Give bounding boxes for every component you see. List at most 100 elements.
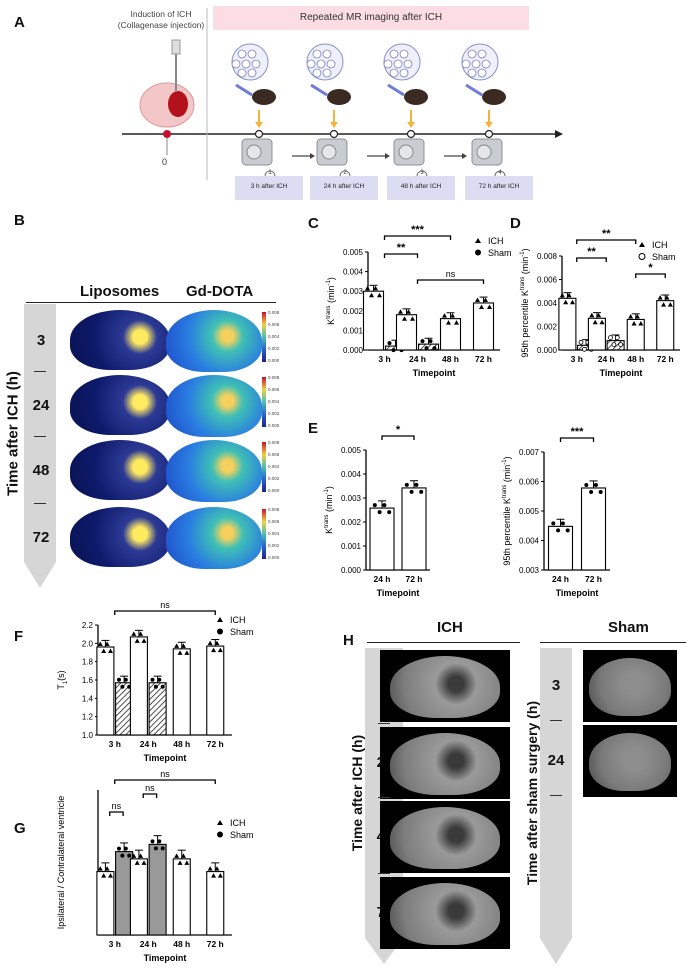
mri-brain-slice [390,656,500,718]
time-row-label: 72 [32,529,50,546]
data-point [217,647,223,653]
mri-brain-slice [390,733,500,795]
ich-mri-image [380,650,510,722]
liposome-brain-image [70,507,170,567]
significance-label: ns [446,269,456,279]
col-header-liposomes: Liposomes [80,283,160,300]
gd-dota-brain-map [166,507,262,569]
significance-label: ** [587,246,596,258]
y-tick-label: 0.007 [519,448,540,457]
y-axis-label: Ipsilateral / Contralateral ventricle [56,796,66,930]
data-point [104,641,110,646]
colorbar-tick-label: 0.000 [268,358,280,363]
data-point [141,638,147,643]
significance-bracket [576,257,607,262]
significance-label: * [648,262,653,274]
data-point [131,631,137,636]
h-sham-row-label: 3 [551,677,561,694]
data-point [410,316,415,321]
data-point [123,846,128,851]
data-point [454,320,459,325]
data-point [556,528,561,533]
data-point [217,873,223,878]
col-header-gd-dota: Gd-DOTA [186,283,254,300]
data-point [634,313,640,319]
y-tick-label: 0.006 [537,276,558,285]
data-point [387,510,392,515]
data-point [559,292,565,298]
data-point [153,684,158,689]
x-tick-label: 24 h [140,739,157,749]
data-point [611,342,617,348]
row-tick [34,436,46,437]
panel-label-a: A [14,14,25,31]
y-tick-label: 1.0 [82,731,94,740]
data-point [402,316,407,321]
x-tick-label: 3 h [109,939,121,949]
x-axis-label: Timepoint [600,368,643,378]
time-zero-label: 0 [162,157,168,167]
mouse-icon [252,89,276,105]
imaging-station [231,43,315,200]
colorbar-tick-label: 0.002 [268,543,280,548]
significance-label: ns [160,769,170,779]
step-box [310,176,378,200]
step-number: 4 [498,170,502,176]
data-point [134,860,140,865]
y-axis-label: 95th percentile Ktrans (min-1) [502,456,512,565]
colorbar-tick-label: 0.004 [268,531,280,536]
colorbar-tick-label: 0.008 [268,310,280,315]
legend-marker [638,253,646,260]
significance-label: ns [145,783,155,793]
induction-subtitle: (Collagenase injection) [117,20,205,30]
bar-ich [96,646,115,736]
y-axis-label: Ktrans (min-1) [324,486,334,534]
y-tick-label: 0.003 [519,566,540,575]
y-tick-label: 0.002 [341,518,362,527]
colorbar-tick-label: 0.004 [268,334,280,339]
sham-header-rule [540,642,686,643]
data-point [138,853,144,858]
data-point [160,684,165,689]
colorbar-tick-label: 0.008 [268,440,280,445]
step-label: 3 h after ICH [250,183,288,190]
chart-f: 1.0 1.2 1.4 1.6 1.8 2.0 2.2 3 h 24 h 48 h 72 h Time… [56,600,254,763]
significance-label: *** [571,426,585,438]
y-tick-label: 1.6 [82,676,94,685]
data-point [483,297,488,302]
header-rule [26,302,276,303]
x-axis-label: Timepoint [413,368,456,378]
imaging-banner [213,6,529,30]
data-point [127,853,132,858]
x-tick-label: 48 h [173,739,190,749]
data-point [570,299,575,305]
x-tick-label: 24 h [598,354,615,364]
data-point [432,346,437,351]
x-tick-label: 3 h [378,354,390,364]
data-point [174,853,180,858]
data-point [631,320,637,326]
data-point [369,292,374,298]
timepoint-marker [329,129,339,139]
x-tick-label: 24 h [409,354,426,364]
data-point [628,313,634,319]
data-point [398,309,403,314]
bar-ich [558,297,577,351]
data-point [589,312,595,318]
data-point [608,335,613,341]
sham-mri-image [583,650,677,722]
data-point [157,677,162,682]
data-point [365,285,370,291]
data-point [657,295,663,300]
mri-brain-slice [589,658,671,716]
significance-bracket [383,235,452,240]
data-point [97,641,103,646]
legend-label: ICH [488,236,504,246]
mouse-icon [404,89,428,105]
legend-marker [475,249,481,256]
data-point [382,503,387,508]
data-point [97,866,103,871]
y-tick-label: 0.000 [341,566,362,575]
legend-marker [217,831,223,838]
y-axis-label: Ktrans (min-1) [326,277,336,325]
